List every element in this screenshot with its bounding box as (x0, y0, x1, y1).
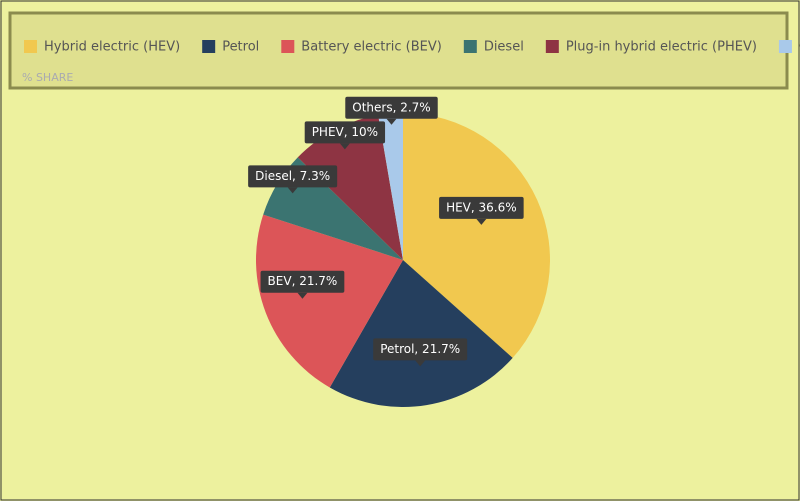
data-label-pointer (287, 187, 298, 194)
legend-label[interactable]: Hybrid electric (HEV) (44, 40, 180, 55)
data-label-pointer (476, 218, 487, 225)
data-label: BEV, 21.7% (268, 274, 338, 288)
legend-swatch (463, 40, 477, 53)
pie-slice (329, 260, 513, 407)
legend-swatch (778, 40, 792, 53)
pie-slice (256, 214, 403, 388)
data-label: HEV, 36.6% (446, 200, 517, 214)
data-label-box (373, 338, 468, 361)
data-label-box (248, 165, 338, 188)
data-label-pointer (297, 292, 308, 299)
data-label: Others, 2.7% (352, 100, 430, 114)
pie-slice (297, 115, 403, 260)
pie-slice (378, 113, 403, 260)
legend-swatch (24, 40, 37, 53)
data-label-box (345, 96, 438, 119)
data-label-pointer (386, 118, 397, 125)
legend-box (8, 11, 789, 90)
data-label-box (260, 270, 345, 293)
legend-swatch (281, 40, 295, 53)
data-label-box (439, 196, 524, 219)
legend-label[interactable]: Battery electric (BEV) (301, 40, 442, 55)
data-label-pointer (339, 143, 350, 150)
data-label-box (304, 121, 386, 144)
legend-label[interactable]: Diesel (484, 40, 524, 55)
legend-label[interactable]: Petrol (222, 40, 259, 55)
legend-swatch (545, 40, 559, 53)
legend-label[interactable]: Plug-in hybrid electric (PHEV) (566, 40, 757, 55)
data-label: Diesel, 7.3% (255, 169, 330, 183)
data-label-pointer (415, 360, 426, 367)
pie-slice (403, 113, 550, 358)
subtitle: % SHARE (22, 71, 73, 84)
data-label: PHEV, 10% (312, 125, 378, 139)
data-label: Petrol, 21.7% (380, 342, 460, 356)
legend-label[interactable]: Others (799, 40, 800, 55)
legend-swatch (202, 40, 216, 53)
